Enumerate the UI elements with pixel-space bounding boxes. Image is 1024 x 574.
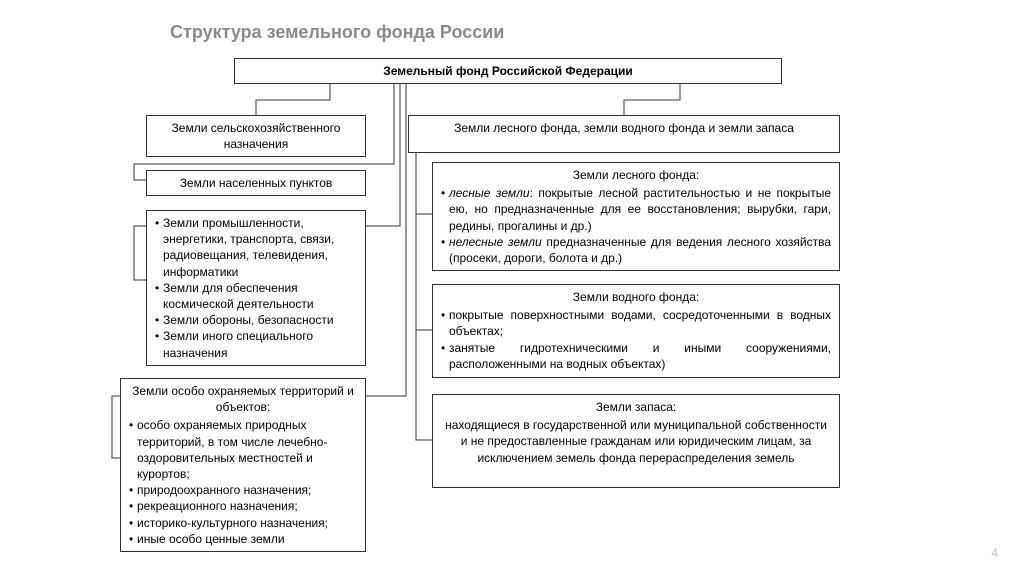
node-right-1: Земли лесного фонда: лесные земли: покры… — [432, 162, 840, 271]
node-right-3: Земли запаса: находящиеся в государствен… — [432, 394, 840, 488]
node-right-1-list: лесные земли: покрытые лесной растительн… — [441, 185, 831, 266]
node-left-4-list: особо охраняемых природных территорий, в… — [129, 417, 357, 547]
list-item: Земли промышленности, энергетики, трансп… — [155, 215, 357, 280]
node-right-3-text: находящиеся в государственной или муници… — [441, 417, 831, 466]
node-right-1-title: Земли лесного фонда: — [441, 167, 831, 183]
list-item: иные особо ценные земли — [129, 531, 357, 547]
connector — [416, 153, 432, 214]
node-root: Земельный фонд Российской Федерации — [234, 58, 782, 84]
diagram-title: Структура земельного фонда России — [170, 22, 504, 43]
node-right-3-title: Земли запаса: — [441, 399, 831, 415]
node-right-2-title: Земли водного фонда: — [441, 289, 831, 305]
connector — [416, 153, 432, 330]
node-right-2: Земли водного фонда: покрытые поверхност… — [432, 284, 840, 378]
page-number: 4 — [991, 546, 998, 560]
list-item: историко-культурного назначения; — [129, 515, 357, 531]
node-left-1: Земли сельскохозяйственного назначения — [146, 115, 366, 157]
list-item: рекреационного назначения; — [129, 498, 357, 514]
node-right-header: Земли лесного фонда, земли водного фонда… — [408, 115, 840, 153]
node-left-3-list: Земли промышленности, энергетики, трансп… — [155, 215, 357, 361]
node-left-3: Земли промышленности, энергетики, трансп… — [146, 210, 366, 366]
connector — [416, 153, 432, 440]
list-item: Земли для обеспечения космической деятел… — [155, 280, 357, 312]
list-item: Земли иного специального назначения — [155, 328, 357, 360]
list-item: особо охраняемых природных территорий, в… — [129, 417, 357, 482]
list-item: покрытые поверхностными водами, сосредот… — [441, 307, 831, 339]
connector — [624, 84, 680, 115]
node-left-4-title: Земли особо охраняемых территорий и объе… — [129, 383, 357, 415]
node-left-4: Земли особо охраняемых территорий и объе… — [120, 378, 366, 552]
node-right-2-list: покрытые поверхностными водами, сосредот… — [441, 307, 831, 372]
list-item: занятые гидротехническими и иными сооруж… — [441, 340, 831, 372]
node-left-2: Земли населенных пунктов — [146, 170, 366, 196]
list-item: Земли обороны, безопасности — [155, 312, 357, 328]
connector — [256, 84, 330, 115]
list-item: природоохранного назначения; — [129, 482, 357, 498]
